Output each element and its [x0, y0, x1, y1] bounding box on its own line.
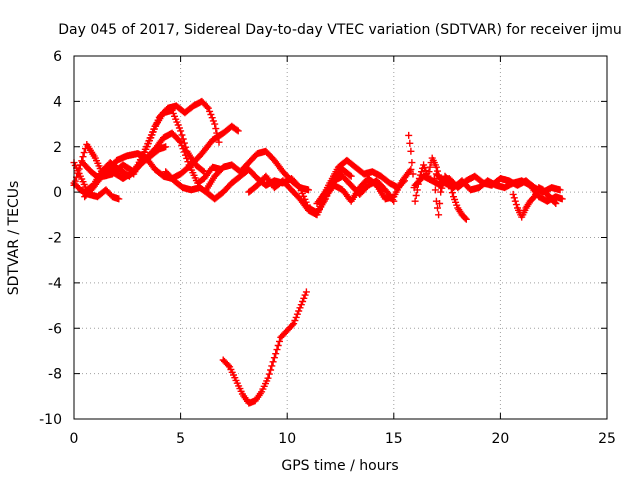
series-s6: [130, 97, 223, 178]
y-tick-label: 0: [53, 185, 62, 201]
y-tick-label: 2: [53, 140, 62, 156]
series-s11: [313, 172, 398, 207]
y-tick-label: -2: [48, 231, 62, 247]
series-s16: [509, 184, 560, 221]
x-tick-labels: 0 5 10 15 20 25: [70, 431, 616, 447]
data-point-markers: [202, 147, 312, 194]
x-tick-label: 25: [598, 431, 616, 447]
y-tick-label: -4: [48, 276, 62, 292]
series-s8: [202, 147, 312, 194]
data-point-markers: [219, 288, 310, 407]
x-tick-label: 20: [491, 431, 509, 447]
data-point-markers: [430, 172, 470, 223]
series-s15: [430, 172, 470, 223]
x-tick-label: 5: [176, 431, 185, 447]
axis-ticks: [73, 55, 608, 420]
plot-frame: [73, 55, 608, 420]
series-s17: [219, 288, 310, 407]
data-markers: [70, 97, 566, 407]
y-tick-label: 4: [53, 94, 62, 110]
chart-title: Day 045 of 2017, Sidereal Day-to-day VTE…: [58, 22, 622, 38]
y-tick-labels: -10 -8 -6 -4 -2 0 2 4 6: [39, 49, 62, 428]
grid-lines: [74, 56, 607, 419]
x-axis-label: GPS time / hours: [281, 458, 398, 474]
y-tick-label: -8: [48, 367, 62, 383]
y-axis-label: SDTVAR / TECUs: [6, 181, 22, 296]
x-tick-label: 0: [70, 431, 79, 447]
x-tick-label: 15: [385, 431, 403, 447]
y-tick-label: 6: [53, 49, 62, 65]
y-tick-label: -10: [39, 412, 62, 428]
x-tick-label: 10: [278, 431, 296, 447]
data-point-markers: [313, 172, 398, 207]
data-point-markers: [130, 97, 223, 178]
data-point-markers: [509, 184, 560, 221]
y-tick-label: -6: [48, 321, 62, 337]
